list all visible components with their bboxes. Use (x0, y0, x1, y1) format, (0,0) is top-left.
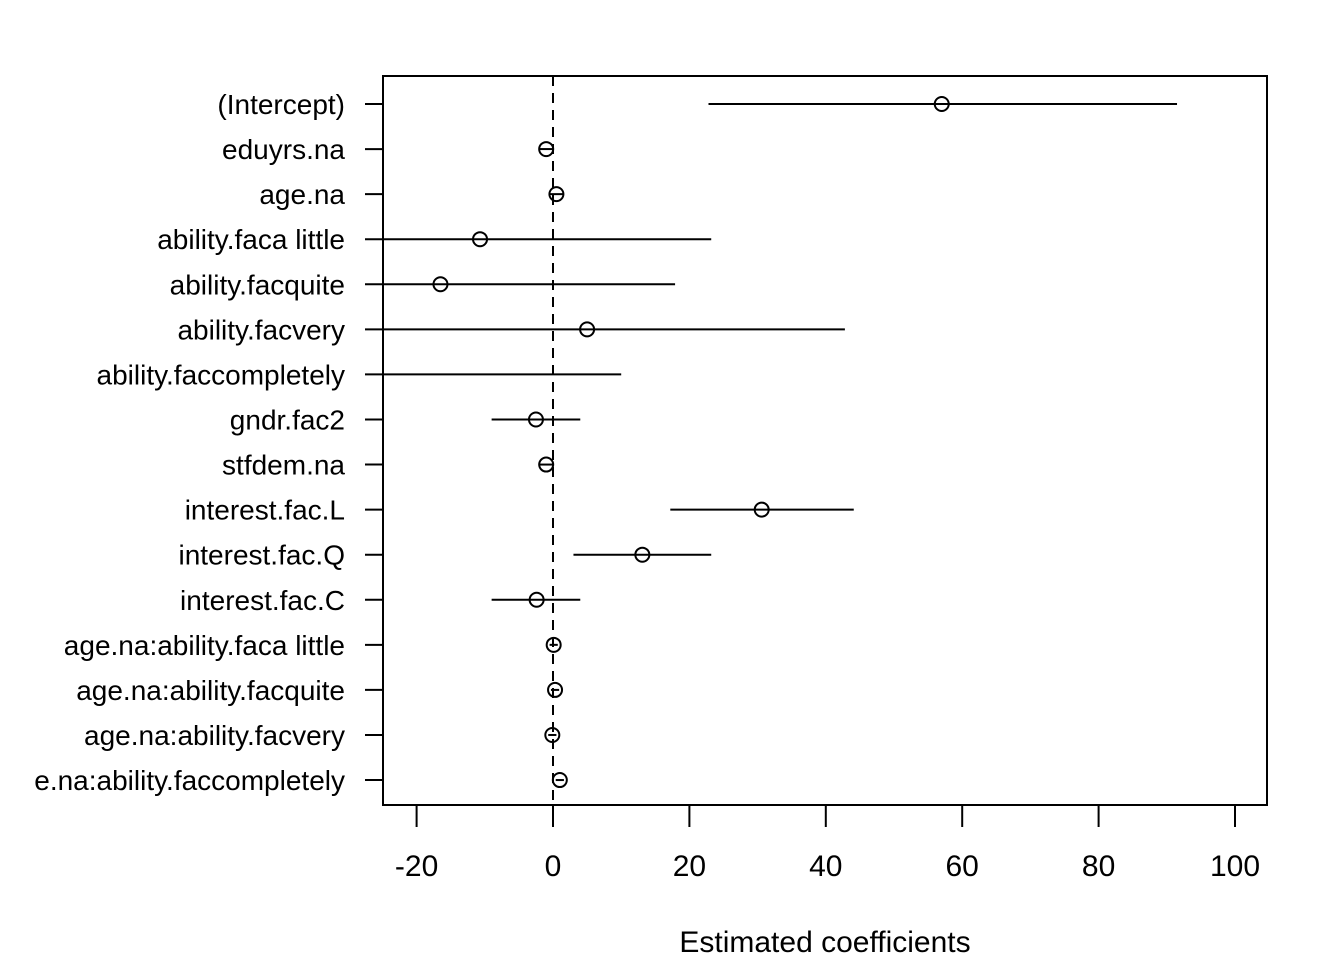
coefficient-point (527, 411, 544, 428)
coefficient-points (432, 96, 950, 789)
y-tick-label: (Intercept) (217, 89, 345, 120)
coefficient-point (545, 636, 562, 653)
y-tick-label: interest.fac.L (185, 495, 345, 526)
coefficient-point (548, 186, 565, 203)
y-axis-ticks (365, 103, 383, 782)
plot-frame (382, 75, 1268, 806)
y-tick-label: age.na:ability.facvery (84, 720, 345, 751)
coefficient-point (538, 456, 555, 473)
coefficient-point (551, 772, 568, 789)
y-tick-label: age.na (259, 179, 345, 210)
coefficient-point (538, 141, 555, 158)
x-tick-label: 100 (1210, 850, 1260, 883)
x-tick-label: 40 (809, 850, 842, 883)
y-tick-label: age.na:ability.faca little (64, 630, 345, 661)
y-tick-label: gndr.fac2 (230, 404, 345, 435)
y-axis-labels: (Intercept) eduyrs.na age.na ability.faca l… (34, 89, 345, 796)
coefficient-point (547, 681, 564, 698)
y-tick-label: ability.facquite (170, 269, 345, 300)
y-tick-label: stfdem.na (222, 450, 345, 481)
y-tick-label: interest.fac.Q (178, 540, 345, 571)
y-tick-label: age.na:ability.facquite (76, 675, 345, 706)
x-tick-label: 20 (673, 850, 706, 883)
coefficient-point (544, 726, 561, 743)
coefficient-point (579, 321, 596, 338)
x-tick-label: 60 (946, 850, 979, 883)
coefficient-point (933, 96, 950, 112)
y-tick-label: ability.faca little (157, 224, 345, 255)
confidence-intervals (383, 103, 1178, 782)
y-tick-label: eduyrs.na (222, 134, 345, 165)
x-tick-label: 0 (545, 850, 562, 883)
x-tick-label: -20 (395, 850, 438, 883)
coefficient-point (634, 546, 651, 563)
coefficient-point (432, 276, 449, 293)
y-tick-label: ability.faccompletely (97, 359, 345, 390)
coefficient-point (753, 501, 770, 518)
coefficient-point (528, 591, 545, 608)
x-tick-label: 80 (1082, 850, 1115, 883)
coefficient-point (472, 231, 489, 248)
x-axis-title: Estimated coefficients (679, 926, 970, 959)
y-tick-label: interest.fac.C (180, 585, 345, 616)
y-tick-label: e.na:ability.faccompletely (34, 765, 345, 796)
x-axis: -20 0 20 40 60 80 100 (395, 804, 1260, 883)
y-tick-label: ability.facvery (177, 314, 345, 345)
